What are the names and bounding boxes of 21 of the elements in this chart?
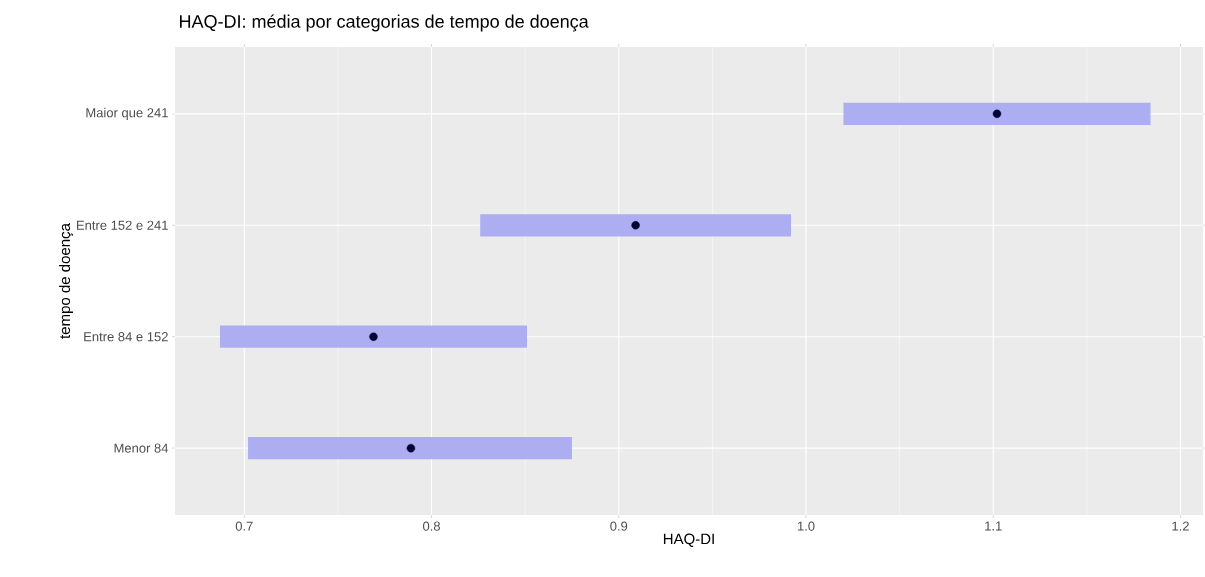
y-tick-label: Maior que 241 — [86, 107, 168, 120]
chart-title: HAQ-DI: média por categorias de tempo de doença — [180, 14, 589, 32]
point — [369, 332, 378, 341]
bar — [219, 325, 528, 348]
point — [992, 109, 1002, 119]
bar — [480, 214, 792, 237]
y-tick-label: Entre 84 e 152 — [84, 332, 168, 342]
x-tick-label: 0.7 — [235, 521, 253, 531]
bar — [843, 102, 1151, 125]
x-tick-label: 1.0 — [797, 521, 815, 531]
point — [631, 221, 640, 230]
y-tick-label: Menor 84 — [114, 443, 169, 453]
x-tick-label: 0.9 — [610, 521, 628, 531]
point — [406, 443, 416, 453]
x-tick-label: 1.1 — [985, 521, 1002, 531]
x-tick-label: 1.2 — [1172, 521, 1189, 531]
x-axis-title: HAQ-DI — [663, 533, 714, 547]
bar — [248, 436, 572, 460]
x-tick-label: 0.8 — [422, 521, 440, 531]
y-tick-label: Entre 152 e 241 — [77, 220, 168, 230]
y-axis-title: tempo de doença — [59, 223, 74, 339]
